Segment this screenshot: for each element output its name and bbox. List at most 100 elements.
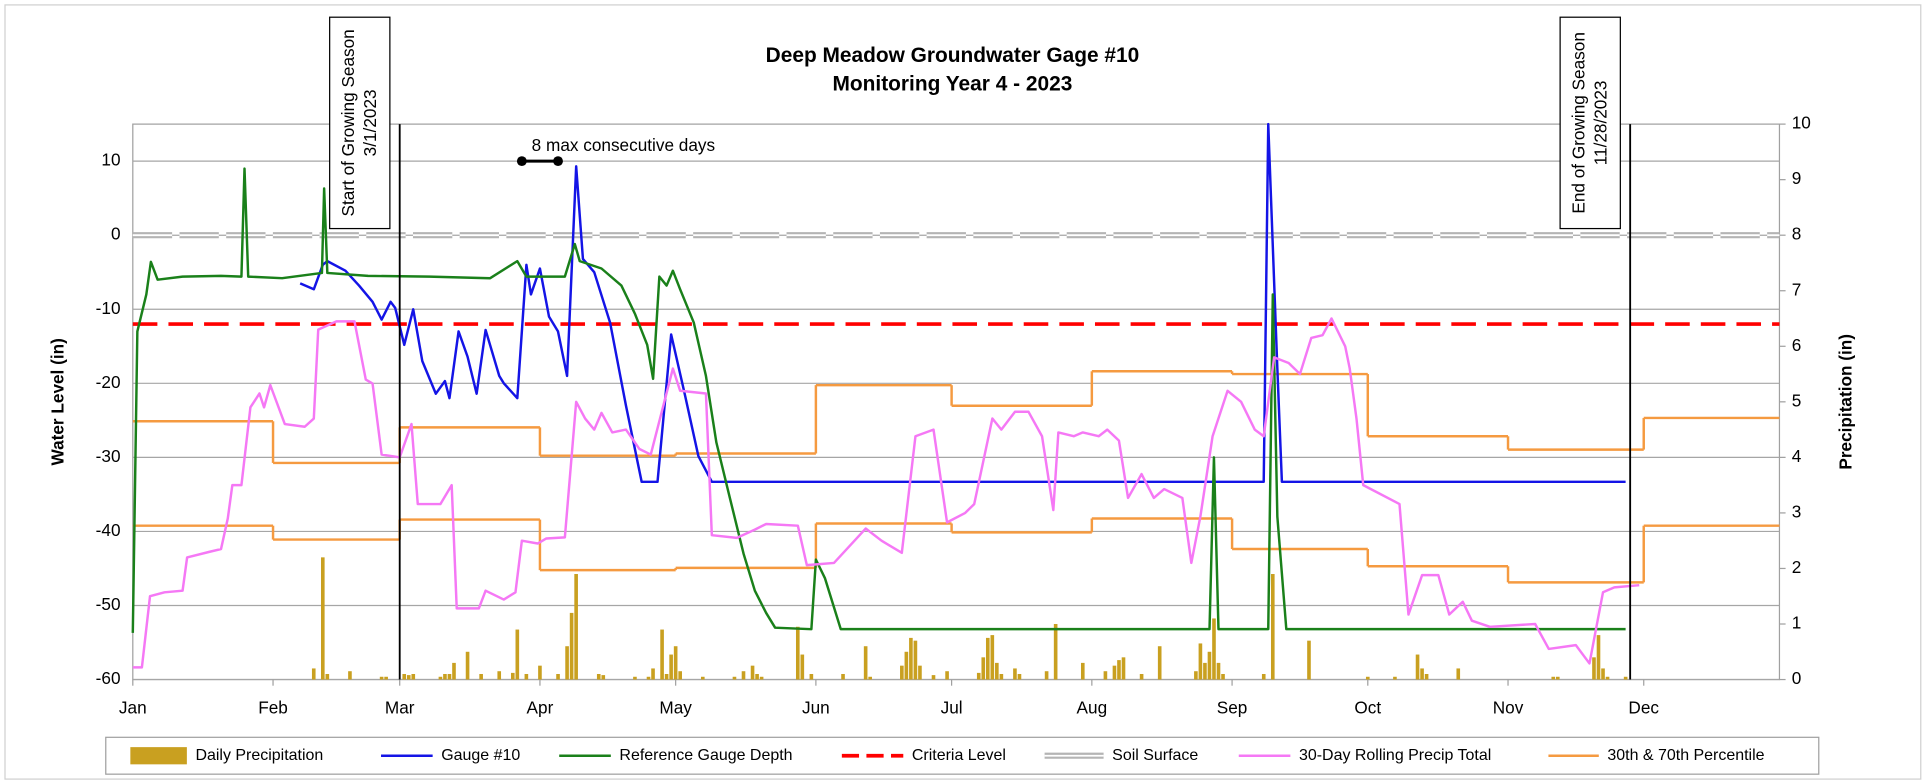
precip-bar <box>900 665 904 680</box>
precip-bar <box>538 665 542 680</box>
y2-axis-title: Precipitation (in) <box>1836 334 1856 470</box>
precip-bar <box>515 629 520 680</box>
precip-bar <box>976 672 981 680</box>
precip-bar <box>574 574 578 680</box>
precip-bar <box>510 672 515 680</box>
precip-bar <box>1080 662 1085 680</box>
precip-bar <box>1424 673 1429 680</box>
precip-bar <box>1216 662 1221 680</box>
precip-bar <box>732 676 737 680</box>
precip-bar <box>913 640 918 680</box>
precip-bar <box>565 646 569 680</box>
x-tick-label: Sep <box>1217 698 1248 718</box>
legend-label: Soil Surface <box>1112 747 1198 764</box>
season-box <box>329 16 391 230</box>
precip-bar <box>1456 668 1461 680</box>
precip-bar <box>348 671 352 680</box>
chart-title: Deep Meadow Groundwater Gage #10 <box>766 44 1140 67</box>
x-tick-label: Apr <box>527 698 554 718</box>
precip-bar <box>524 673 529 680</box>
season-label: 11/28/2023 <box>1590 81 1610 166</box>
y-tick-label: -10 <box>96 298 121 318</box>
precip-bar <box>443 673 447 680</box>
chart-frame <box>4 4 1922 780</box>
y2-tick-label: 0 <box>1792 668 1802 688</box>
precip-bar <box>1592 657 1596 680</box>
y2-tick-label: 7 <box>1792 279 1802 299</box>
y-tick-label: -40 <box>96 520 121 540</box>
precip-bar <box>985 637 990 680</box>
precip-bar <box>1017 673 1022 680</box>
y2-tick-label: 2 <box>1792 557 1802 577</box>
x-tick-label: May <box>659 698 692 718</box>
precip-bar <box>1139 673 1144 680</box>
y-tick-label: 0 <box>111 224 121 244</box>
precip-bar <box>497 671 502 680</box>
precip-bar <box>406 675 411 680</box>
precip-bar <box>479 673 483 680</box>
legend-label: Daily Precipitation <box>195 747 323 764</box>
x-tick-label: Jan <box>119 698 147 718</box>
y2-tick-label: 1 <box>1792 613 1802 633</box>
precip-bar <box>795 626 800 680</box>
precip-bar <box>384 676 388 680</box>
precip-bar <box>447 673 452 680</box>
legend-label: Reference Gauge Depth <box>619 747 792 764</box>
precip-bar <box>800 654 805 680</box>
precip-bar <box>678 671 682 680</box>
span-end <box>553 156 563 167</box>
precip-bar <box>841 673 845 680</box>
precip-bar <box>755 673 759 680</box>
precip-bar <box>1121 657 1126 680</box>
season-label: End of Growing Season <box>1568 32 1588 214</box>
precip-bar <box>438 676 443 680</box>
y-tick-label: -60 <box>96 668 121 688</box>
x-tick-label: Feb <box>258 698 288 718</box>
precip-bar <box>909 637 913 680</box>
season-label: Start of Growing Season <box>338 29 358 216</box>
precip-bar <box>1596 635 1601 680</box>
precip-bar <box>646 676 651 680</box>
precip-bar <box>945 671 949 680</box>
series-line <box>299 122 1626 484</box>
y-tick-label: -30 <box>96 446 121 466</box>
legend-label: Criteria Level <box>912 747 1006 764</box>
legend-label: 30-Day Rolling Precip Total <box>1299 747 1491 764</box>
series-line <box>131 167 1626 633</box>
precip-bar <box>999 673 1004 680</box>
precip-bar <box>402 673 407 680</box>
precip-bar <box>452 662 456 680</box>
precip-bar <box>311 668 316 680</box>
precip-bar <box>759 676 764 680</box>
precip-bar <box>1601 668 1605 680</box>
x-tick-label: Nov <box>1493 698 1524 718</box>
precip-bar <box>1212 618 1216 680</box>
precip-bar <box>1112 665 1117 680</box>
y2-tick-label: 10 <box>1792 113 1811 133</box>
span-label: 8 max consecutive days <box>532 135 715 155</box>
precip-bar <box>320 557 325 680</box>
precip-bar <box>569 612 574 680</box>
precip-bar <box>1198 643 1203 680</box>
precip-bar <box>1053 624 1058 680</box>
precip-bar <box>669 654 673 680</box>
precip-bar <box>981 657 986 680</box>
precip-bar <box>931 675 936 680</box>
y2-tick-label: 4 <box>1792 446 1802 466</box>
precip-bar <box>1103 671 1108 680</box>
precip-bar <box>904 651 909 680</box>
precip-bar <box>660 629 664 680</box>
legend-label: 30th & 70th Percentile <box>1607 747 1764 764</box>
precip-bar <box>1420 668 1424 680</box>
y2-tick-label: 6 <box>1792 335 1802 355</box>
y2-tick-label: 3 <box>1792 501 1802 521</box>
precip-bar <box>1203 662 1207 680</box>
precip-bar <box>1623 676 1628 680</box>
precip-bar <box>809 673 814 680</box>
precip-bar <box>741 671 746 680</box>
y-tick-label: 10 <box>101 150 120 170</box>
x-tick-label: Mar <box>385 698 415 718</box>
legend-swatch <box>130 747 187 765</box>
precip-bar <box>1551 676 1556 680</box>
